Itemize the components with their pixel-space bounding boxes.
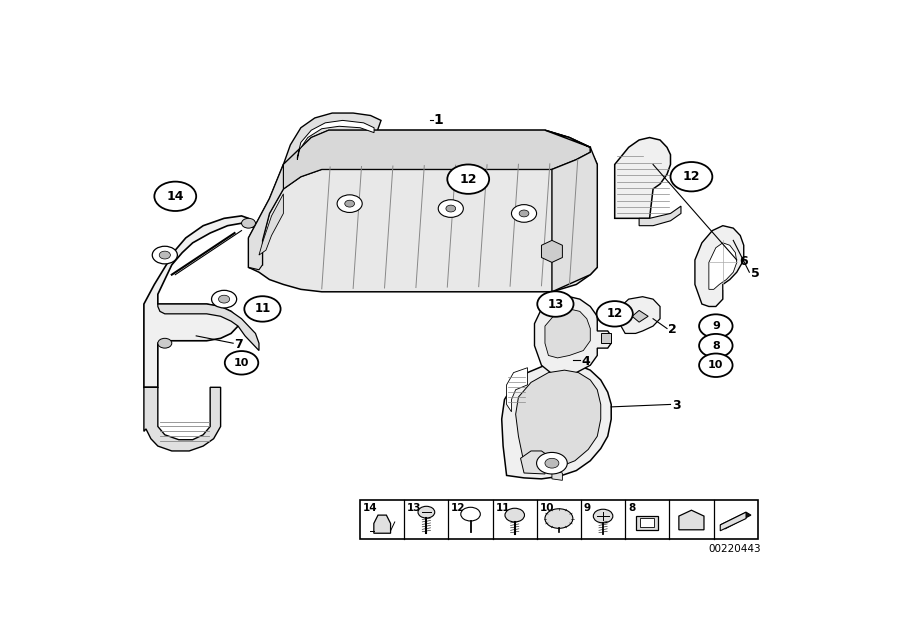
Circle shape bbox=[438, 200, 464, 218]
Circle shape bbox=[212, 290, 237, 308]
Circle shape bbox=[461, 508, 481, 521]
Polygon shape bbox=[144, 387, 220, 451]
Polygon shape bbox=[552, 471, 562, 480]
Text: 12: 12 bbox=[607, 307, 623, 321]
Polygon shape bbox=[679, 510, 704, 530]
Circle shape bbox=[159, 251, 170, 259]
Circle shape bbox=[699, 354, 733, 377]
Polygon shape bbox=[542, 240, 562, 263]
Circle shape bbox=[219, 295, 230, 303]
Text: 7: 7 bbox=[235, 338, 243, 350]
Text: 3: 3 bbox=[672, 399, 681, 412]
Polygon shape bbox=[284, 113, 381, 165]
Text: 10: 10 bbox=[708, 360, 724, 370]
Bar bbox=[640, 518, 654, 527]
Circle shape bbox=[699, 334, 733, 357]
Circle shape bbox=[597, 301, 633, 326]
Polygon shape bbox=[720, 512, 751, 529]
Circle shape bbox=[155, 182, 196, 211]
Text: 12: 12 bbox=[683, 170, 700, 183]
Bar bbox=[360, 500, 758, 539]
Polygon shape bbox=[632, 310, 648, 322]
Polygon shape bbox=[720, 512, 746, 531]
Polygon shape bbox=[535, 296, 611, 375]
Text: 13: 13 bbox=[547, 298, 563, 310]
Polygon shape bbox=[248, 130, 590, 270]
Text: 14: 14 bbox=[363, 503, 377, 513]
Text: 00220443: 00220443 bbox=[708, 544, 761, 554]
Circle shape bbox=[338, 195, 362, 212]
Polygon shape bbox=[709, 243, 737, 289]
Polygon shape bbox=[618, 296, 660, 333]
Polygon shape bbox=[259, 194, 284, 255]
Polygon shape bbox=[374, 515, 391, 533]
Text: 2: 2 bbox=[669, 324, 677, 336]
Circle shape bbox=[505, 508, 525, 522]
Text: 6: 6 bbox=[739, 255, 748, 268]
Circle shape bbox=[699, 314, 733, 338]
Circle shape bbox=[225, 351, 258, 375]
Text: 13: 13 bbox=[407, 503, 421, 513]
Text: 10: 10 bbox=[540, 503, 554, 513]
Text: 8: 8 bbox=[628, 503, 635, 513]
Polygon shape bbox=[501, 363, 611, 479]
Circle shape bbox=[418, 506, 435, 518]
Text: 10: 10 bbox=[234, 358, 249, 368]
Circle shape bbox=[152, 246, 177, 264]
Circle shape bbox=[446, 205, 455, 212]
Polygon shape bbox=[507, 368, 527, 411]
Circle shape bbox=[537, 291, 573, 317]
Text: 12: 12 bbox=[451, 503, 466, 513]
Polygon shape bbox=[248, 165, 284, 270]
Polygon shape bbox=[516, 370, 601, 469]
Text: 14: 14 bbox=[166, 190, 184, 203]
Polygon shape bbox=[615, 137, 670, 218]
Circle shape bbox=[345, 200, 355, 207]
Polygon shape bbox=[297, 120, 374, 160]
Polygon shape bbox=[545, 309, 590, 358]
Circle shape bbox=[244, 296, 281, 322]
Text: 5: 5 bbox=[752, 267, 760, 280]
Polygon shape bbox=[158, 304, 259, 350]
Circle shape bbox=[511, 205, 536, 222]
Polygon shape bbox=[284, 130, 590, 189]
Polygon shape bbox=[545, 130, 598, 292]
Text: 12: 12 bbox=[460, 172, 477, 186]
Text: 1: 1 bbox=[434, 113, 443, 127]
Circle shape bbox=[447, 165, 490, 194]
Circle shape bbox=[545, 509, 573, 529]
Text: 11: 11 bbox=[255, 303, 271, 315]
Circle shape bbox=[536, 452, 567, 474]
Circle shape bbox=[593, 509, 613, 523]
Text: 9: 9 bbox=[712, 321, 720, 331]
Text: 4: 4 bbox=[581, 355, 590, 368]
Circle shape bbox=[158, 338, 172, 348]
Bar bbox=[636, 516, 659, 530]
Circle shape bbox=[519, 210, 529, 217]
Polygon shape bbox=[144, 216, 256, 387]
Circle shape bbox=[241, 218, 256, 228]
Text: 8: 8 bbox=[712, 341, 720, 350]
Text: 9: 9 bbox=[584, 503, 591, 513]
Circle shape bbox=[544, 459, 559, 468]
Polygon shape bbox=[248, 152, 598, 292]
Text: 11: 11 bbox=[495, 503, 510, 513]
Polygon shape bbox=[639, 206, 681, 226]
Circle shape bbox=[670, 162, 712, 191]
Polygon shape bbox=[601, 333, 611, 343]
Polygon shape bbox=[695, 226, 743, 307]
Polygon shape bbox=[520, 451, 548, 474]
